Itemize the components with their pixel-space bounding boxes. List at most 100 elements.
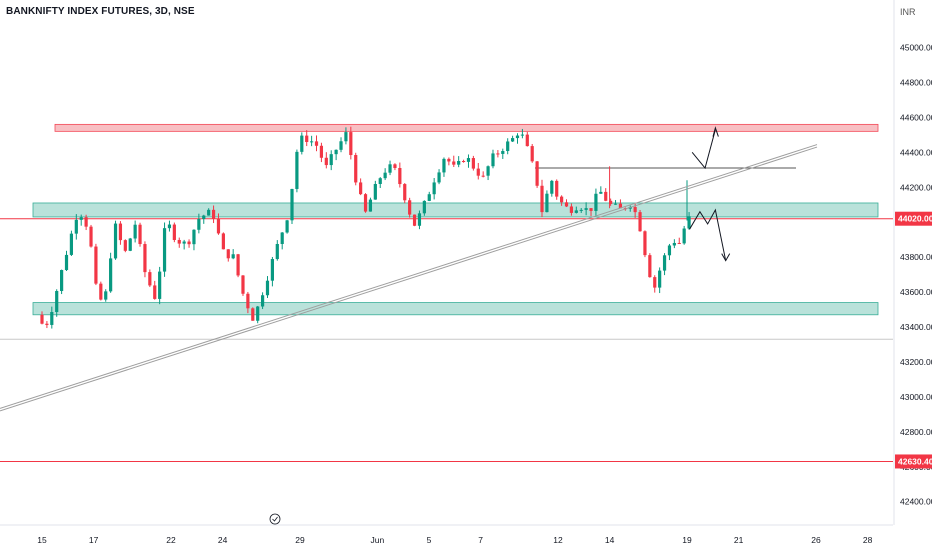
candle — [545, 190, 549, 213]
candle — [40, 311, 44, 325]
x-tick-label: 19 — [682, 535, 692, 545]
candle — [682, 225, 686, 245]
candle — [221, 232, 225, 250]
candle — [192, 229, 196, 251]
y-tick-label: 43200.00 — [900, 357, 932, 367]
candle — [344, 127, 348, 145]
candle — [50, 306, 54, 329]
candle — [60, 269, 64, 295]
candle — [457, 156, 461, 168]
candle — [246, 291, 250, 314]
candle — [187, 239, 191, 248]
candle — [334, 149, 338, 161]
candle — [535, 161, 539, 188]
candle — [422, 200, 426, 216]
candle — [378, 177, 382, 189]
candle — [133, 220, 137, 243]
candle — [197, 213, 201, 234]
candle — [476, 162, 480, 180]
candle — [241, 275, 245, 296]
candle — [128, 237, 132, 252]
trendline[interactable] — [0, 144, 818, 409]
candle — [412, 214, 417, 227]
candle — [167, 220, 172, 232]
y-tick-label: 43800.00 — [900, 252, 932, 262]
candle — [177, 237, 181, 248]
y-tick-label: 43400.00 — [900, 322, 932, 332]
candle — [118, 221, 123, 245]
candle — [45, 321, 49, 329]
x-tick-label: 7 — [478, 535, 483, 545]
candle — [310, 135, 314, 147]
candle — [295, 149, 299, 193]
support-zone[interactable] — [32, 202, 879, 218]
candle — [99, 281, 103, 301]
candle — [564, 199, 569, 208]
candle — [260, 292, 265, 310]
candle — [589, 208, 593, 217]
trendline[interactable] — [0, 146, 818, 412]
candle — [265, 276, 270, 298]
candle — [69, 230, 74, 256]
candle — [319, 142, 324, 163]
candle — [466, 154, 471, 168]
candle — [643, 230, 647, 258]
candle — [452, 155, 456, 168]
candle — [314, 135, 319, 152]
candle — [417, 210, 422, 230]
candle — [461, 159, 466, 163]
y-tick-label: 44600.00 — [900, 112, 932, 122]
svg-text:44020.00: 44020.00 — [898, 214, 932, 224]
candle — [55, 289, 59, 317]
candle — [604, 188, 608, 202]
y-tick-label: 45000.00 — [900, 43, 932, 53]
candle — [373, 180, 377, 200]
candle — [79, 214, 83, 226]
candle — [363, 193, 368, 213]
candle — [599, 186, 603, 194]
candle — [574, 206, 578, 214]
candle — [290, 188, 294, 224]
candle — [471, 155, 475, 171]
candle — [123, 239, 127, 253]
candle — [280, 232, 284, 250]
candle — [530, 143, 534, 163]
candle — [324, 152, 328, 169]
candle — [569, 203, 574, 216]
candle — [64, 250, 69, 271]
candle — [182, 239, 186, 250]
chart-title: BANKNIFTY INDEX FUTURES, 3D, NSE — [6, 6, 195, 17]
support-zone[interactable] — [32, 302, 879, 316]
candle — [648, 253, 652, 278]
candle — [687, 212, 691, 230]
candle — [667, 243, 672, 261]
calendar-event-icon[interactable] — [269, 513, 281, 525]
candle — [506, 138, 510, 155]
candle — [613, 200, 618, 205]
candle — [496, 150, 500, 158]
candle — [658, 267, 662, 294]
candle — [447, 157, 451, 166]
x-tick-label: 29 — [295, 535, 305, 545]
arrow-head-icon — [712, 126, 719, 137]
y-tick-label: 43000.00 — [900, 392, 932, 402]
x-tick-label: 22 — [166, 535, 176, 545]
projection-arrow-down[interactable] — [689, 208, 727, 261]
candle — [138, 222, 142, 247]
candle — [285, 219, 289, 234]
resistance-zone[interactable] — [54, 123, 879, 132]
candle — [329, 150, 333, 171]
x-tick-label: 26 — [811, 535, 821, 545]
candle — [388, 160, 392, 176]
y-tick-label: 42800.00 — [900, 427, 932, 437]
projection-arrow-up[interactable] — [691, 129, 716, 170]
candle — [510, 135, 515, 142]
candle — [339, 137, 343, 153]
candle — [515, 133, 520, 144]
candle — [251, 307, 255, 321]
candle — [162, 222, 167, 277]
candle — [216, 213, 221, 235]
y-tick-label: 42400.00 — [900, 497, 932, 507]
candle — [609, 198, 613, 206]
